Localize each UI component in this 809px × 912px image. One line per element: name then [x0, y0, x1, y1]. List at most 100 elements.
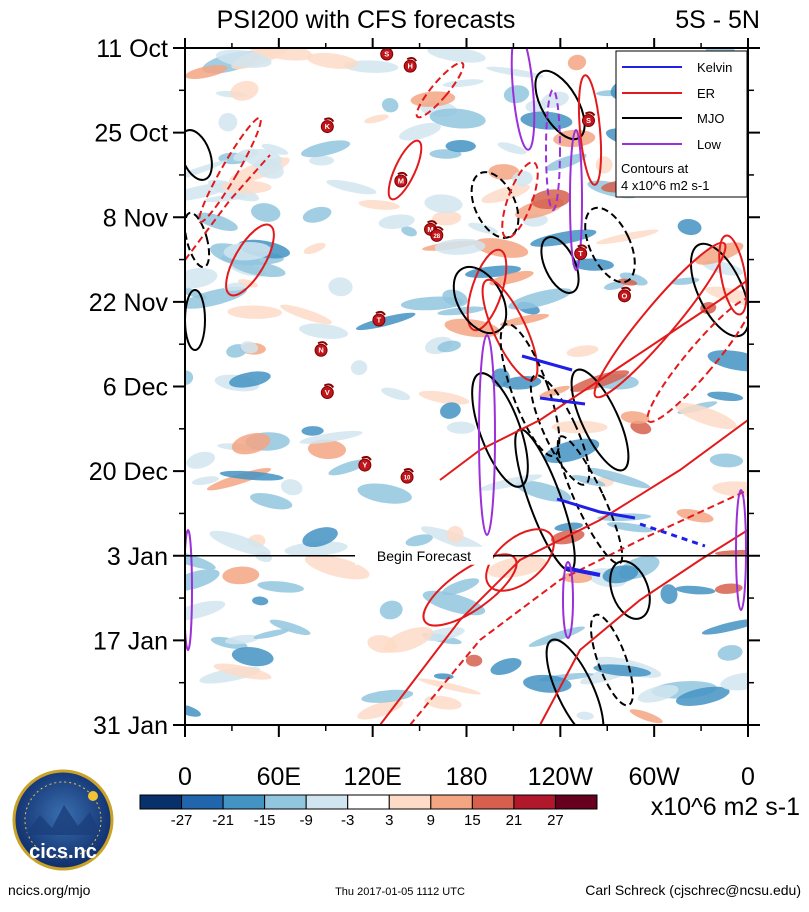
contour-er-line [379, 419, 748, 725]
x-tick-label: 60W [628, 763, 680, 791]
contour-kelvin [556, 497, 636, 520]
shading-blob [445, 139, 476, 153]
contour-mjo [470, 171, 520, 239]
shading-blob [586, 467, 651, 489]
footer-right: Carl Schreck (cjschrec@ncsu.edu) [585, 882, 801, 898]
legend-label-kelvin: Kelvin [697, 60, 732, 75]
shading-blob [185, 569, 220, 592]
storm-label: K [325, 122, 331, 131]
legend-note-line2: 4 x10^6 m2 s-1 [621, 178, 709, 193]
shading-blob [515, 480, 572, 502]
contour-low [735, 489, 747, 611]
shading-blob [543, 438, 600, 463]
colorbar-swatch [513, 794, 556, 810]
footer-center: Thu 2017-01-05 1112 UTC [335, 886, 465, 898]
colorbar-label: -3 [341, 812, 354, 829]
contour-low [185, 529, 193, 651]
storm-label: M [398, 176, 404, 185]
shading-blob [418, 678, 481, 695]
shading-blob [405, 534, 433, 547]
shading-blob [225, 634, 259, 645]
colorbar-swatch [388, 794, 432, 810]
shading-blob [381, 387, 411, 401]
y-tick-label: 25 Oct [94, 120, 168, 148]
shading-blob [303, 242, 326, 254]
shading-blob [497, 142, 527, 155]
shading-blob [222, 566, 260, 585]
shading-blob [378, 214, 415, 229]
shading-blob [302, 206, 332, 223]
shading-blob [677, 219, 702, 235]
shading-blob [427, 48, 486, 63]
shading-blob [499, 313, 550, 327]
shading-blob [503, 85, 530, 104]
storm-label: M [427, 225, 433, 234]
y-tick-label: 11 Oct [96, 35, 168, 63]
shading-blob [576, 711, 594, 720]
storm-marker: S [581, 111, 596, 128]
colorbar-label: 3 [385, 812, 393, 829]
psi200-shading [185, 48, 748, 724]
shading-blob [418, 390, 470, 405]
colorbar-swatch [222, 794, 266, 810]
shading-blob [675, 402, 737, 430]
shading-blob [304, 554, 370, 580]
shading-blob [446, 525, 464, 543]
legend-label-er: ER [697, 86, 715, 101]
shading-blob [709, 453, 744, 468]
shading-blob [489, 270, 534, 286]
contour-mjo [584, 206, 636, 284]
shading-blob [441, 578, 480, 596]
shading-blob [196, 212, 238, 232]
storm-marker: H [403, 57, 418, 73]
contour-er-line [409, 489, 748, 725]
storm-label: O [622, 291, 628, 300]
storm-marker: M [394, 171, 408, 188]
shading-blob [357, 699, 404, 720]
contour-mjo [545, 638, 605, 725]
contour-low [478, 334, 496, 536]
shading-blob [216, 49, 272, 68]
shading-blob [660, 584, 678, 604]
shading-blob [545, 153, 587, 171]
footer-left: ncics.org/mjo [8, 882, 91, 898]
shading-blob [269, 619, 311, 635]
cics-logo: cics.nc [12, 769, 114, 871]
shading-blob [280, 479, 303, 496]
shading-blob [309, 155, 334, 166]
shading-blob [284, 541, 348, 557]
shading-blob [364, 114, 389, 124]
shading-blob [530, 229, 597, 247]
shading-blob [306, 52, 359, 69]
storm-marker: K [320, 117, 335, 134]
shading-blob [551, 420, 608, 434]
shading-blob [223, 282, 247, 291]
shading-blob [675, 686, 730, 706]
contour-mjo [185, 211, 211, 269]
colorbar-units: x10^6 m2 s-1 [651, 793, 800, 821]
colorbar-swatch [347, 794, 390, 810]
filtered-contours [185, 48, 748, 725]
contour-mjo [471, 372, 529, 488]
shading-blob [257, 581, 304, 593]
axes: 11 Oct 25 Oct 8 Nov 22 Nov 6 Dec 20 Dec 3 Jan 1… [89, 35, 760, 791]
storm-marker: 28 [430, 226, 444, 242]
shading-blob [367, 635, 397, 653]
shading-blob [429, 108, 486, 129]
colorbar-swatch [554, 794, 598, 810]
contour-er [593, 241, 727, 399]
shading-blob [229, 371, 271, 388]
shading-blob [512, 170, 533, 187]
shading-blob [707, 391, 744, 402]
shading-blob [468, 222, 498, 234]
shading-blob [481, 184, 530, 204]
contour-kelvin [639, 522, 706, 548]
shading-blob [712, 481, 748, 497]
shading-blob [473, 238, 529, 258]
shading-blob [350, 360, 368, 376]
shading-blob [355, 312, 416, 331]
y-tick-label: 22 Nov [89, 289, 169, 317]
colorbar-swatch [139, 794, 183, 810]
